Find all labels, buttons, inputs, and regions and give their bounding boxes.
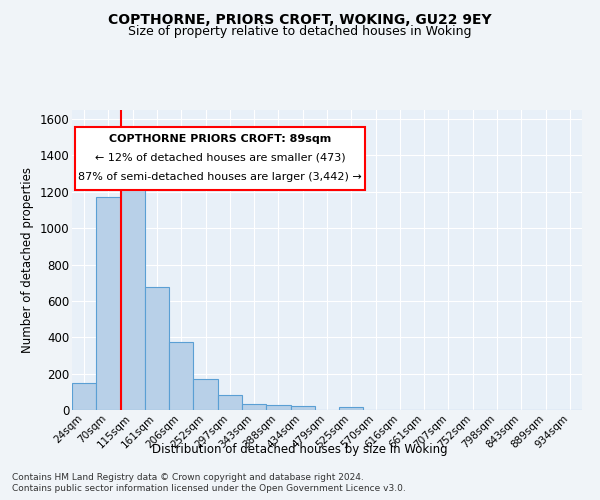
Bar bbox=[290, 406, 315, 410]
Y-axis label: Number of detached properties: Number of detached properties bbox=[21, 167, 34, 353]
Text: COPTHORNE, PRIORS CROFT, WOKING, GU22 9EY: COPTHORNE, PRIORS CROFT, WOKING, GU22 9E… bbox=[108, 12, 492, 26]
Bar bbox=[193, 379, 218, 410]
Text: Contains HM Land Registry data © Crown copyright and database right 2024.: Contains HM Land Registry data © Crown c… bbox=[12, 472, 364, 482]
Bar bbox=[242, 404, 266, 410]
Bar bbox=[121, 182, 145, 410]
Bar bbox=[169, 342, 193, 410]
Text: Size of property relative to detached houses in Woking: Size of property relative to detached ho… bbox=[128, 25, 472, 38]
Bar bbox=[96, 198, 121, 410]
Bar bbox=[266, 406, 290, 410]
Text: Contains public sector information licensed under the Open Government Licence v3: Contains public sector information licen… bbox=[12, 484, 406, 493]
Bar bbox=[218, 394, 242, 410]
FancyBboxPatch shape bbox=[74, 126, 365, 190]
Text: 87% of semi-detached houses are larger (3,442) →: 87% of semi-detached houses are larger (… bbox=[78, 172, 362, 182]
Text: COPTHORNE PRIORS CROFT: 89sqm: COPTHORNE PRIORS CROFT: 89sqm bbox=[109, 134, 331, 144]
Bar bbox=[72, 382, 96, 410]
Bar bbox=[145, 288, 169, 410]
Text: ← 12% of detached houses are smaller (473): ← 12% of detached houses are smaller (47… bbox=[95, 153, 345, 163]
Text: Distribution of detached houses by size in Woking: Distribution of detached houses by size … bbox=[152, 442, 448, 456]
Bar bbox=[339, 408, 364, 410]
